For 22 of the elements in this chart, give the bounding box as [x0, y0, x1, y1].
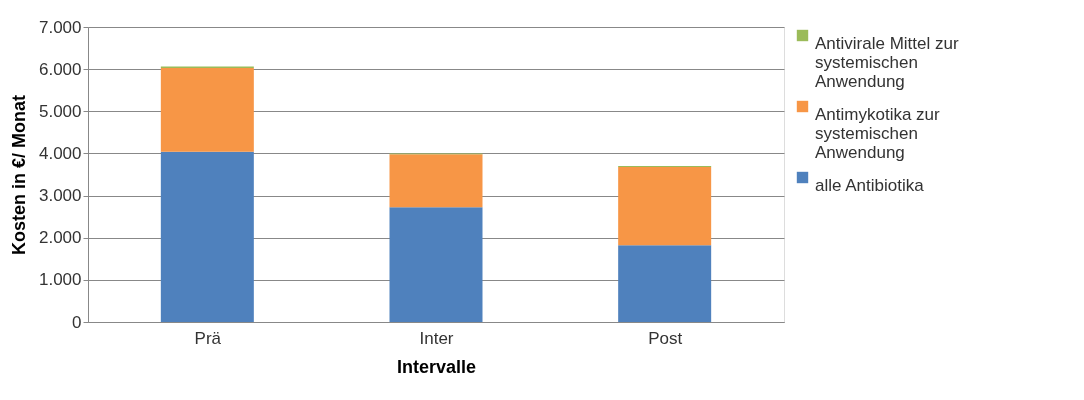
y-tick-label: 3.000 — [38, 186, 82, 206]
bar — [389, 207, 483, 322]
y-tick-label: 5.000 — [38, 101, 82, 121]
y-tick-label: 2.000 — [38, 228, 82, 248]
y-tick-label: 6.000 — [38, 59, 82, 79]
legend-label: alle Antibiotika — [815, 175, 925, 195]
bar — [618, 166, 712, 246]
bar — [618, 245, 712, 322]
bar — [160, 151, 254, 322]
bar — [389, 154, 483, 208]
y-tick-label: 4.000 — [38, 143, 82, 163]
x-tick-label: Prä — [194, 328, 222, 348]
x-axis-title: Intervalle — [396, 356, 477, 377]
bar — [160, 67, 254, 152]
legend-label: Antimykotika zur systemischen Anwendung — [815, 104, 941, 162]
y-axis-title: Kosten in €/ Monat — [8, 94, 29, 256]
y-tick-label: 7.000 — [38, 17, 82, 37]
legend-label: Antivirale Mittel zur systemischen Anwendung — [815, 33, 959, 91]
x-tick-label: Inter — [419, 328, 454, 348]
x-tick-label: Post — [648, 328, 683, 348]
y-tick-label: 1.000 — [38, 270, 82, 290]
y-tick-label: 0 — [72, 312, 82, 332]
